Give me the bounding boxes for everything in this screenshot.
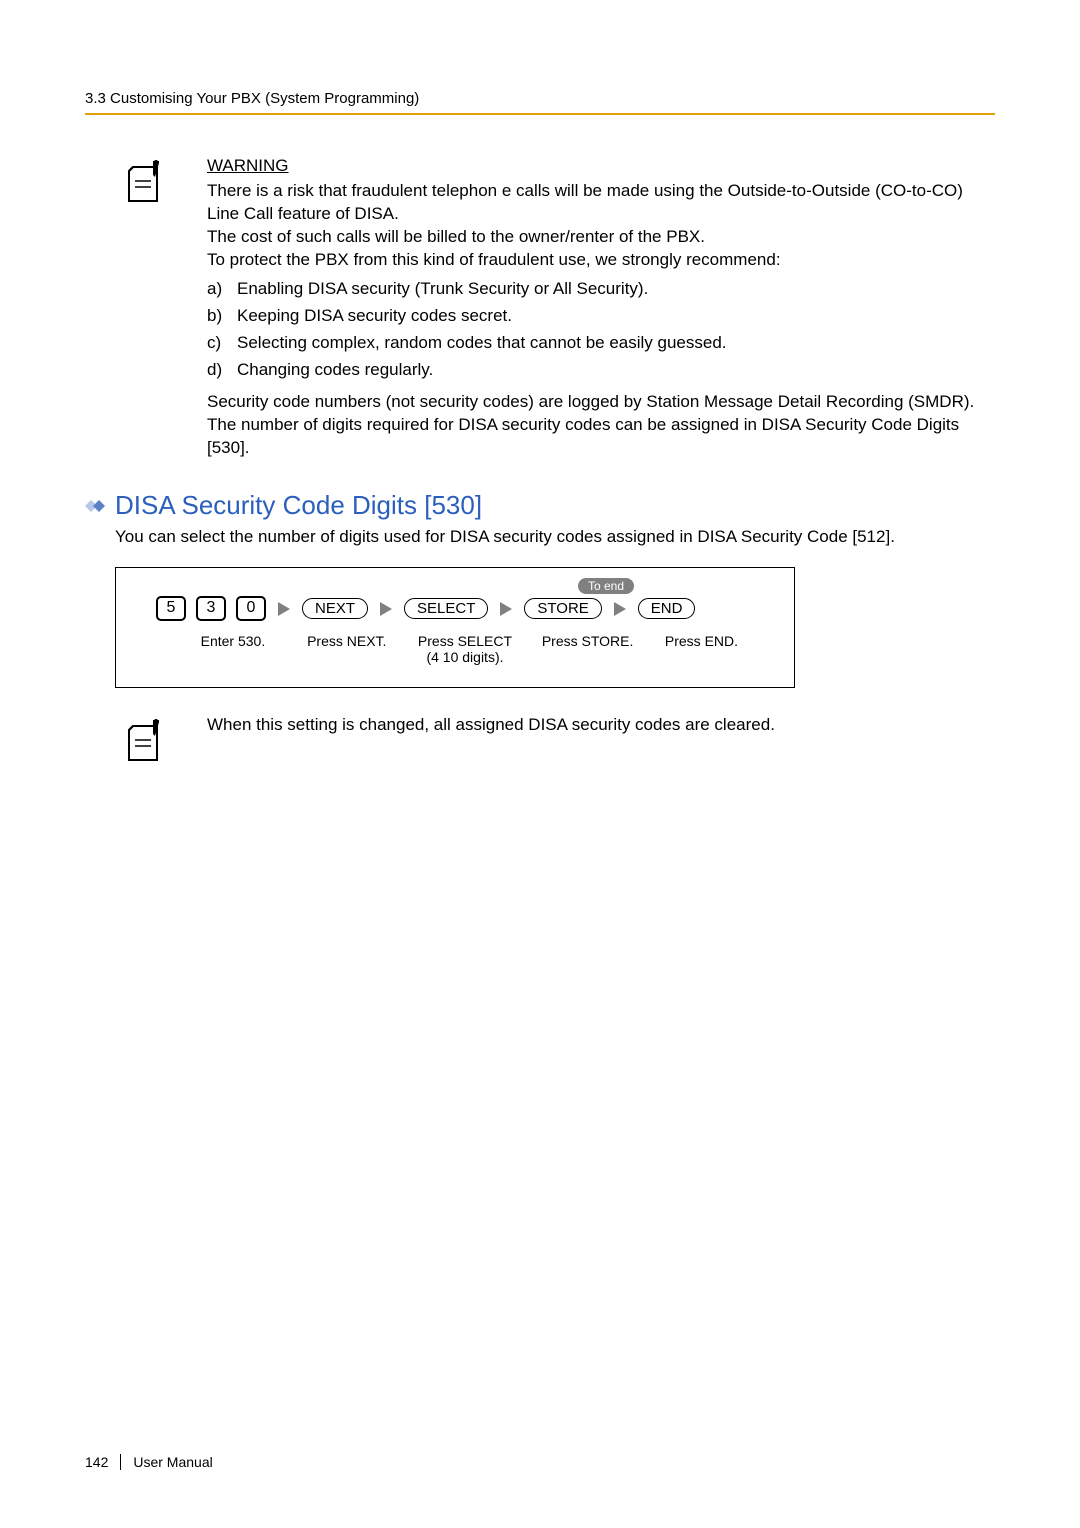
warning-para4: Security code numbers (not security code… (207, 391, 995, 414)
section-title: DISA Security Code Digits [530] (115, 490, 482, 521)
flow-caption: Press NEXT. (290, 633, 404, 665)
list-letter: b) (207, 305, 237, 328)
arrow-icon (378, 600, 394, 618)
list-text: Keeping DISA security codes secret. (237, 305, 512, 328)
warning-para2: The cost of such calls will be billed to… (207, 226, 995, 249)
diamond-icon (85, 496, 109, 516)
list-item: c)Selecting complex, random codes that c… (207, 332, 995, 355)
flow-box: To end 530NEXTSELECTSTOREEND Enter 530.P… (115, 567, 795, 688)
note2-text: When this setting is changed, all assign… (207, 714, 995, 737)
list-item: d)Changing codes regularly. (207, 359, 995, 382)
warning-label: WARNING (207, 155, 995, 178)
button-cap: NEXT (302, 598, 368, 619)
footer-separator (120, 1454, 121, 1470)
page-footer: 142 User Manual (85, 1454, 213, 1470)
button-cap: END (638, 598, 696, 619)
note-icon (125, 159, 167, 209)
warning-note: WARNING There is a risk that fraudulent … (125, 155, 995, 460)
breadcrumb: 3.3 Customising Your PBX (System Program… (85, 90, 995, 107)
keycap: 3 (196, 596, 226, 621)
warning-para3: To protect the PBX from this kind of fra… (207, 249, 995, 272)
flow-caption: Enter 530. (176, 633, 290, 665)
page-number: 142 (85, 1454, 108, 1470)
button-cap: STORE (524, 598, 601, 619)
arrow-icon (276, 600, 292, 618)
note2: When this setting is changed, all assign… (125, 714, 995, 768)
arrow-icon (498, 600, 514, 618)
note-icon (125, 718, 167, 768)
warning-para1: There is a risk that fraudulent telephon… (207, 180, 995, 226)
caption-row: Enter 530.Press NEXT.Press SELECT (4 10 … (156, 633, 754, 665)
list-item: a)Enabling DISA security (Trunk Security… (207, 278, 995, 301)
list-letter: a) (207, 278, 237, 301)
to-end-badge: To end (578, 578, 634, 594)
arrow-icon (612, 600, 628, 618)
flow-row: 530 NEXT SELECT STORE END (156, 596, 754, 621)
flow-caption: Press SELECT (4 10 digits). (404, 633, 527, 665)
section-description: You can select the number of digits used… (115, 527, 995, 547)
list-text: Enabling DISA security (Trunk Security o… (237, 278, 648, 301)
keycap: 0 (236, 596, 266, 621)
section-title-row: DISA Security Code Digits [530] (85, 490, 995, 521)
list-text: Selecting complex, random codes that can… (237, 332, 727, 355)
list-letter: d) (207, 359, 237, 382)
footer-label: User Manual (133, 1454, 212, 1470)
warning-content: WARNING There is a risk that fraudulent … (207, 155, 995, 460)
list-item: b)Keeping DISA security codes secret. (207, 305, 995, 328)
keycap: 5 (156, 596, 186, 621)
list-letter: c) (207, 332, 237, 355)
warning-list: a)Enabling DISA security (Trunk Security… (207, 278, 995, 382)
button-cap: SELECT (404, 598, 488, 619)
warning-para5: The number of digits required for DISA s… (207, 414, 995, 460)
flow-caption: Press STORE. (526, 633, 649, 665)
flow-caption: Press END. (649, 633, 754, 665)
list-text: Changing codes regularly. (237, 359, 433, 382)
header-rule (85, 113, 995, 115)
